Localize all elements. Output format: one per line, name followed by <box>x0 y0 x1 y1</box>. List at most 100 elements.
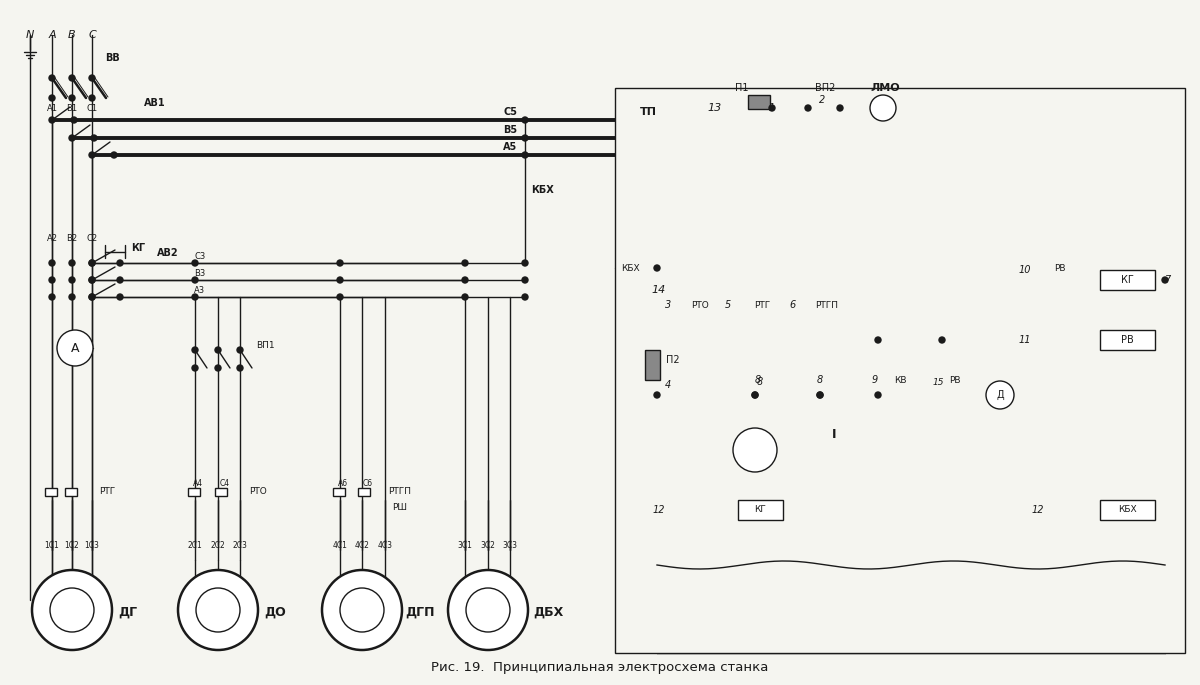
Text: B5: B5 <box>503 125 517 135</box>
Text: A3: A3 <box>194 286 205 295</box>
Circle shape <box>522 294 528 300</box>
Circle shape <box>89 294 95 300</box>
Circle shape <box>817 392 823 398</box>
Text: 12: 12 <box>1032 505 1044 515</box>
Text: КГ: КГ <box>1121 275 1134 285</box>
Circle shape <box>215 347 221 353</box>
Text: КБХ: КБХ <box>532 185 554 195</box>
Text: B2: B2 <box>66 234 78 242</box>
Circle shape <box>466 588 510 632</box>
Circle shape <box>49 117 55 123</box>
Circle shape <box>462 277 468 283</box>
Circle shape <box>49 294 55 300</box>
Text: B: B <box>68 30 76 40</box>
Text: 2: 2 <box>818 95 826 105</box>
Text: B1: B1 <box>66 103 78 112</box>
Circle shape <box>32 570 112 650</box>
Text: 8: 8 <box>817 375 823 385</box>
Text: C3: C3 <box>194 251 205 260</box>
Circle shape <box>112 152 118 158</box>
Text: 3С3: 3С3 <box>503 540 517 549</box>
Text: 3С2: 3С2 <box>480 540 496 549</box>
Circle shape <box>522 135 528 141</box>
Text: A2: A2 <box>47 234 58 242</box>
Text: 4С2: 4С2 <box>354 540 370 549</box>
Text: Рис. 19.  Принципиальная электросхема станка: Рис. 19. Принципиальная электросхема ста… <box>431 662 769 675</box>
Circle shape <box>89 277 95 283</box>
Circle shape <box>89 277 95 283</box>
Circle shape <box>940 337 946 343</box>
Text: П2: П2 <box>666 355 680 365</box>
Text: РТГП: РТГП <box>389 488 412 497</box>
Text: A5: A5 <box>503 142 517 152</box>
Text: C2: C2 <box>86 234 97 242</box>
Text: ДО: ДО <box>264 606 286 619</box>
Bar <box>358 488 370 496</box>
Circle shape <box>49 260 55 266</box>
Text: РТГП: РТГП <box>816 301 839 310</box>
Text: РВ: РВ <box>1121 335 1134 345</box>
Circle shape <box>733 428 778 472</box>
Text: N: N <box>26 30 34 40</box>
Text: С6: С6 <box>364 479 373 488</box>
Circle shape <box>462 294 468 300</box>
Bar <box>1100 270 1154 290</box>
Text: П1: П1 <box>736 83 749 93</box>
Bar <box>646 350 660 380</box>
Text: ДГ: ДГ <box>119 606 138 619</box>
Text: C1: C1 <box>86 103 97 112</box>
Text: 15: 15 <box>932 377 943 386</box>
Circle shape <box>192 277 198 283</box>
Circle shape <box>215 365 221 371</box>
Text: I: I <box>832 429 836 442</box>
Bar <box>616 88 1186 653</box>
Text: 4С1: 4С1 <box>332 540 348 549</box>
Text: A1: A1 <box>47 103 58 112</box>
Circle shape <box>654 265 660 271</box>
Text: КБХ: КБХ <box>620 264 640 273</box>
Text: РТО: РТО <box>250 488 266 497</box>
Text: РВ: РВ <box>949 375 961 384</box>
Text: ВВ: ВВ <box>104 53 119 63</box>
Circle shape <box>89 95 95 101</box>
Bar <box>334 488 346 496</box>
Circle shape <box>70 294 74 300</box>
Circle shape <box>752 392 758 398</box>
Text: AB2: AB2 <box>157 248 179 258</box>
Circle shape <box>89 260 95 266</box>
Circle shape <box>769 105 775 111</box>
Circle shape <box>70 135 74 141</box>
Text: 3: 3 <box>665 300 671 310</box>
Text: 3С1: 3С1 <box>457 540 473 549</box>
Circle shape <box>337 260 343 266</box>
Circle shape <box>238 347 242 353</box>
Text: 5: 5 <box>725 300 731 310</box>
Text: А4: А4 <box>193 479 203 488</box>
Text: 4: 4 <box>665 380 671 390</box>
Circle shape <box>192 294 198 300</box>
Circle shape <box>118 260 124 266</box>
Circle shape <box>49 277 55 283</box>
Text: 1: 1 <box>769 103 775 113</box>
Circle shape <box>838 105 842 111</box>
Text: A: A <box>71 342 79 355</box>
Circle shape <box>805 105 811 111</box>
Text: 2С2: 2С2 <box>211 540 226 549</box>
Circle shape <box>448 570 528 650</box>
Circle shape <box>752 392 758 398</box>
Circle shape <box>522 117 528 123</box>
Text: ДГП: ДГП <box>406 606 434 619</box>
Text: 1С2: 1С2 <box>65 540 79 549</box>
Text: РШ: РШ <box>392 503 408 512</box>
Text: 9: 9 <box>872 375 878 385</box>
Text: 11: 11 <box>1019 335 1031 345</box>
Circle shape <box>192 260 198 266</box>
Text: КГ: КГ <box>131 243 145 253</box>
Circle shape <box>522 260 528 266</box>
Text: C: C <box>88 30 96 40</box>
Circle shape <box>522 152 528 158</box>
Circle shape <box>192 347 198 353</box>
Text: 12: 12 <box>653 505 665 515</box>
Text: 10: 10 <box>1019 265 1031 275</box>
Circle shape <box>49 95 55 101</box>
